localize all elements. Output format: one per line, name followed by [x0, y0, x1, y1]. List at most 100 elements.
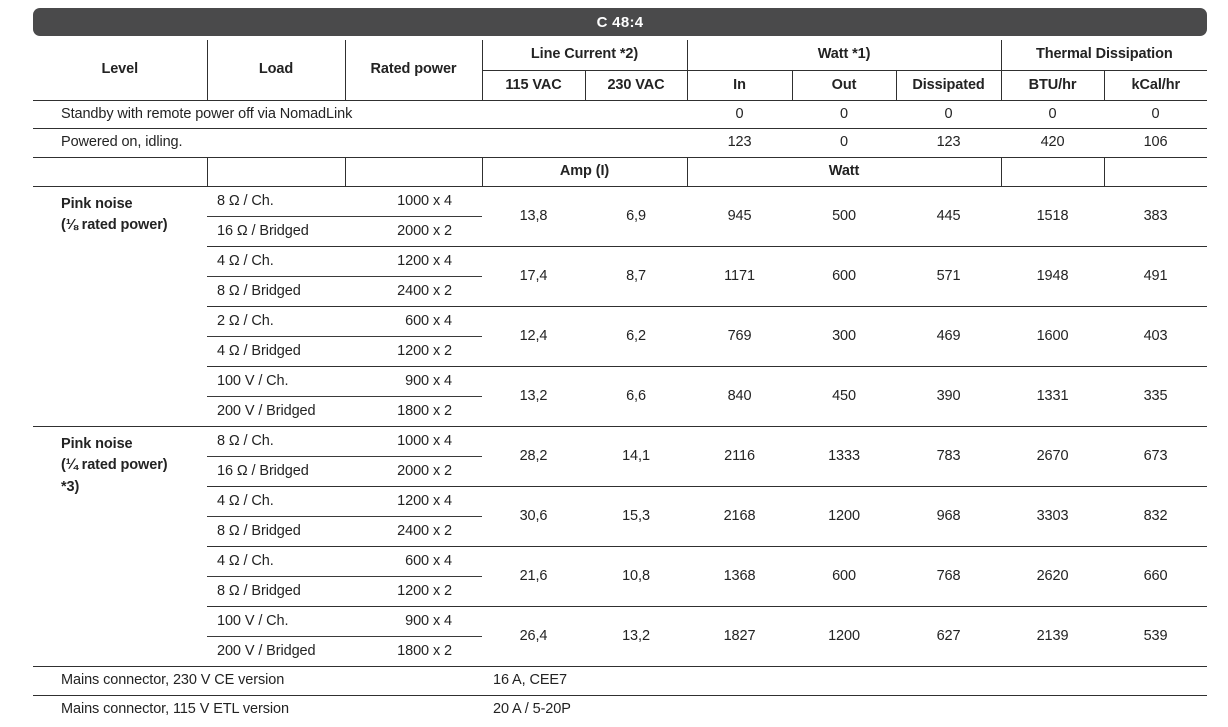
amp-115-cell: 13,8: [482, 186, 585, 247]
standby-dissipated: 0: [896, 100, 1002, 129]
btu-cell: 2620: [1001, 546, 1105, 607]
amp-230-cell: 6,2: [585, 306, 688, 367]
kcal-cell: 383: [1104, 186, 1208, 247]
watt-in-cell: 1171: [687, 246, 793, 307]
standby-kcal: 0: [1104, 100, 1208, 129]
watt-dissipated-cell: 627: [896, 606, 1002, 667]
rated-power-cell: 900 x 4: [345, 606, 482, 637]
idling-btu: 420: [1001, 128, 1105, 158]
load-cell: 8 Ω / Ch.: [207, 186, 345, 217]
rated-power-cell: 1200 x 4: [345, 486, 482, 517]
rated-power-cell: 600 x 4: [345, 546, 482, 577]
rated-power-cell: 1800 x 2: [345, 636, 482, 667]
watt-in-cell: 840: [687, 366, 793, 427]
watt-dissipated-cell: 768: [896, 546, 1002, 607]
spec-sheet: C 48:4 Level Load Rated power Line Curre…: [33, 8, 1208, 724]
units-spacer-rated: [345, 157, 483, 187]
units-spacer-btu: [1001, 157, 1105, 187]
section-level-label: Pink noise (⅛ rated power): [33, 186, 207, 427]
standby-label: Standby with remote power off via NomadL…: [33, 100, 688, 129]
model-title-bar: C 48:4: [33, 8, 1207, 36]
kcal-cell: 335: [1104, 366, 1208, 427]
kcal-cell: 832: [1104, 486, 1208, 547]
watt-dissipated-cell: 469: [896, 306, 1002, 367]
col-header-watt: Watt *1): [687, 40, 1002, 71]
kcal-cell: 660: [1104, 546, 1208, 607]
table-row: 2 Ω / Ch. 600 x 4 12,4 6,2 769 300 469 1…: [33, 306, 1208, 367]
load-cell: 4 Ω / Ch.: [207, 486, 345, 517]
load-cell: 4 Ω / Ch.: [207, 546, 345, 577]
amp-230-cell: 8,7: [585, 246, 688, 307]
table-row: 4 Ω / Ch. 1200 x 4 30,6 15,3 2168 1200 9…: [33, 486, 1208, 547]
watt-out-cell: 1200: [792, 606, 897, 667]
btu-cell: 1948: [1001, 246, 1105, 307]
btu-cell: 3303: [1001, 486, 1105, 547]
watt-in-cell: 1368: [687, 546, 793, 607]
table-row: 100 V / Ch. 900 x 4 13,2 6,6 840 450 390…: [33, 366, 1208, 427]
rated-power-cell: 1200 x 2: [345, 576, 482, 607]
amp-230-cell: 6,9: [585, 186, 688, 247]
table-row-standby: Standby with remote power off via NomadL…: [33, 100, 1208, 129]
mains-230-value: 16 A, CEE7: [482, 666, 1208, 696]
watt-dissipated-cell: 445: [896, 186, 1002, 247]
load-cell: 8 Ω / Ch.: [207, 426, 345, 457]
table-row-mains-230: Mains connector, 230 V CE version 16 A, …: [33, 666, 1208, 696]
header-row-2: 115 VAC 230 VAC In Out Dissipated BTU/hr…: [33, 70, 1208, 101]
load-cell: 100 V / Ch.: [207, 366, 345, 397]
table-row: 8 Ω / Bridged 2400 x 2: [33, 516, 1207, 547]
amp-115-cell: 12,4: [482, 306, 585, 367]
col-header-kcal: kCal/hr: [1104, 70, 1208, 101]
watt-dissipated-cell: 571: [896, 246, 1002, 307]
load-cell: 16 Ω / Bridged: [207, 456, 345, 487]
kcal-cell: 539: [1104, 606, 1208, 667]
amp-230-cell: 15,3: [585, 486, 688, 547]
watt-in-cell: 2116: [687, 426, 793, 487]
load-cell: 8 Ω / Bridged: [207, 576, 345, 607]
col-header-rated-power: Rated power: [345, 40, 483, 101]
rated-power-cell: 1200 x 4: [345, 246, 482, 277]
idling-kcal: 106: [1104, 128, 1208, 158]
idling-out: 0: [792, 128, 897, 158]
table-row: 4 Ω / Bridged 1200 x 2: [33, 336, 1207, 367]
col-header-dissipated: Dissipated: [896, 70, 1002, 101]
table-row: 100 V / Ch. 900 x 4 26,4 13,2 1827 1200 …: [33, 606, 1208, 667]
kcal-cell: 491: [1104, 246, 1208, 307]
table-row: 8 Ω / Bridged 2400 x 2: [33, 276, 1207, 307]
amp-230-cell: 10,8: [585, 546, 688, 607]
mains-115-label: Mains connector, 115 V ETL version: [61, 701, 289, 718]
kcal-cell: 403: [1104, 306, 1208, 367]
amp-115-cell: 28,2: [482, 426, 585, 487]
units-spacer-load: [207, 157, 346, 187]
rated-power-cell: 1200 x 2: [345, 336, 482, 367]
watt-out-cell: 1333: [792, 426, 897, 487]
load-cell: 2 Ω / Ch.: [207, 306, 345, 337]
rated-power-cell: 2000 x 2: [345, 456, 482, 487]
units-subheader-row: Amp (I) Watt: [33, 157, 1208, 187]
col-header-out: Out: [792, 70, 897, 101]
watt-out-cell: 1200: [792, 486, 897, 547]
table-row: 4 Ω / Ch. 1200 x 4 17,4 8,7 1171 600 571…: [33, 246, 1208, 307]
btu-cell: 1518: [1001, 186, 1105, 247]
col-header-230vac: 230 VAC: [585, 70, 688, 101]
amp-230-cell: 14,1: [585, 426, 688, 487]
units-watt-label: Watt: [687, 157, 1002, 187]
units-amp-label: Amp (I): [482, 157, 688, 187]
table-row: 8 Ω / Bridged 1200 x 2: [33, 576, 1207, 607]
watt-in-cell: 945: [687, 186, 793, 247]
rated-power-cell: 1800 x 2: [345, 396, 482, 427]
amp-115-cell: 17,4: [482, 246, 585, 307]
rated-power-cell: 600 x 4: [345, 306, 482, 337]
load-cell: 200 V / Bridged: [207, 636, 345, 667]
table-row: Pink noise (¼ rated power) *3) 8 Ω / Ch.…: [33, 426, 1208, 667]
btu-cell: 2670: [1001, 426, 1105, 487]
standby-btu: 0: [1001, 100, 1105, 129]
standby-in: 0: [687, 100, 793, 129]
amp-230-cell: 6,6: [585, 366, 688, 427]
watt-dissipated-cell: 390: [896, 366, 1002, 427]
load-cell: 4 Ω / Ch.: [207, 246, 345, 277]
rated-power-cell: 2000 x 2: [345, 216, 482, 247]
idling-dissipated: 123: [896, 128, 1002, 158]
amp-115-cell: 13,2: [482, 366, 585, 427]
amp-115-cell: 30,6: [482, 486, 585, 547]
kcal-cell: 673: [1104, 426, 1208, 487]
